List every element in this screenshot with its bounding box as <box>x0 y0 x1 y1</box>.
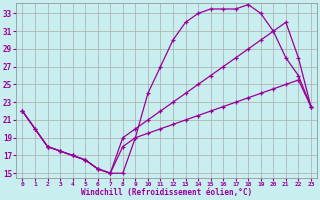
X-axis label: Windchill (Refroidissement éolien,°C): Windchill (Refroidissement éolien,°C) <box>81 188 252 197</box>
